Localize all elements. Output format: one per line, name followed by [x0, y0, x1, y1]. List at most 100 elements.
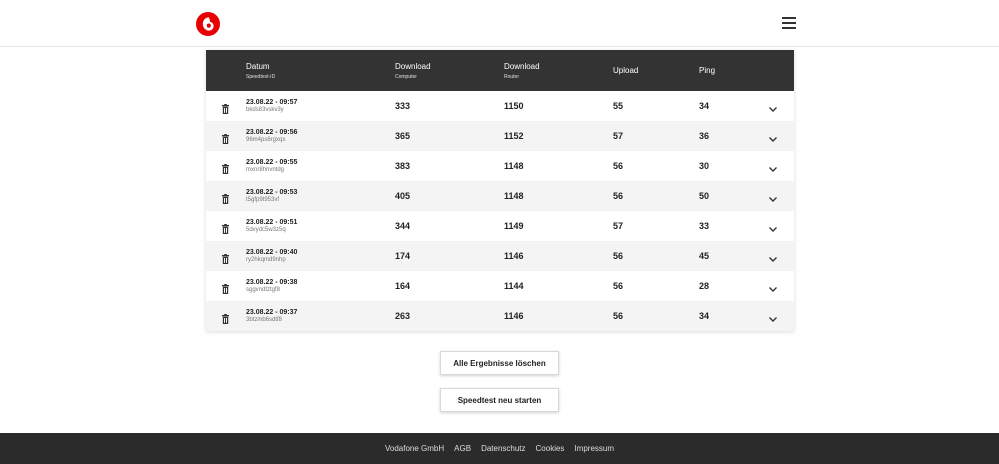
column-header-sublabel: Router: [504, 73, 520, 80]
column-header-sublabel: Speedtest-ID: [246, 73, 276, 80]
time: - 09:55: [273, 159, 298, 166]
date-time: 23.08.22 - 09:56: [246, 129, 297, 136]
date-time: 23.08.22 - 09:37: [246, 309, 297, 316]
upload-value: 56: [613, 161, 624, 171]
speedtest-id: bkds83vskv3y: [246, 107, 284, 113]
upload-value: 56: [613, 251, 624, 261]
date: 23.08.22: [246, 249, 274, 256]
upload-value: 55: [613, 101, 624, 111]
upload-value: 56: [613, 311, 624, 321]
table-row: 23.08.22 - 09:38 sggvndtztgf8 164 1144 5…: [206, 271, 794, 301]
download-router-value: 1148: [504, 161, 524, 171]
trash-icon[interactable]: [222, 281, 229, 294]
download-router-value: 1148: [504, 191, 524, 201]
table-row: 23.08.22 - 09:53 t5gfp9t953vf 405 1148 5…: [206, 181, 794, 211]
trash-icon[interactable]: [222, 101, 229, 114]
speedtest-id: 96m4ps6rgxqx: [246, 137, 286, 143]
delete-all-results-button[interactable]: Alle Ergebnisse löschen: [440, 351, 559, 375]
chevron-down-icon[interactable]: [768, 161, 778, 172]
footer: Vodafone GmbH AGB Datenschutz Cookies Im…: [0, 433, 999, 464]
date-time: 23.08.22 - 09:57: [246, 99, 297, 106]
speedtest-id: 5dvydc5w3z5q: [246, 227, 286, 233]
trash-icon[interactable]: [222, 221, 229, 234]
chevron-down-icon[interactable]: [768, 221, 778, 232]
download-computer-value: 174: [395, 251, 411, 261]
upload-value: 56: [613, 281, 624, 291]
download-router-value: 1146: [504, 311, 524, 321]
trash-icon[interactable]: [222, 251, 229, 264]
top-navigation-bar: [0, 0, 999, 47]
ping-value: 50: [699, 191, 710, 201]
date-time: 23.08.22 - 09:55: [246, 159, 297, 166]
ping-value: 34: [699, 311, 710, 321]
time: - 09:53: [273, 189, 298, 196]
column-header-ping: Ping: [699, 50, 715, 91]
column-header-label: Datum: [246, 61, 270, 71]
column-header-label: Download: [504, 61, 540, 71]
hamburger-menu-icon[interactable]: [782, 17, 796, 29]
date-cell: 23.08.22 - 09:53 t5gfp9t953vf: [246, 181, 297, 211]
speedtest-id: sggvndtztgf8: [246, 287, 281, 293]
date-cell: 23.08.22 - 09:40 ry2hkqmd9nhp: [246, 241, 297, 271]
footer-link-datenschutz[interactable]: Datenschutz: [481, 444, 526, 453]
download-computer-value: 164: [395, 281, 411, 291]
table-row: 23.08.22 - 09:56 96m4ps6rgxqx 365 1152 5…: [206, 121, 794, 151]
table-body: 23.08.22 - 09:57 bkds83vskv3y 333 1150 5…: [206, 91, 794, 331]
ping-value: 33: [699, 221, 710, 231]
speedtest-id: ry2hkqmd9nhp: [246, 257, 286, 263]
speedtest-results-table: Datum Speedtest-ID Download Computer Dow…: [206, 50, 794, 331]
download-router-value: 1152: [504, 131, 524, 141]
download-router-value: 1149: [504, 221, 524, 231]
footer-link-vodafone-gmbh[interactable]: Vodafone GmbH: [385, 444, 445, 453]
table-row: 23.08.22 - 09:40 ry2hkqmd9nhp 174 1146 5…: [206, 241, 794, 271]
date-cell: 23.08.22 - 09:37 3btzmb6sdtf8: [246, 301, 297, 331]
date: 23.08.22: [246, 189, 274, 196]
date: 23.08.22: [246, 219, 274, 226]
date-cell: 23.08.22 - 09:55 mxnr8hnvntdg: [246, 151, 297, 181]
footer-link-agb[interactable]: AGB: [454, 444, 472, 453]
download-router-value: 1146: [504, 251, 524, 261]
trash-icon[interactable]: [222, 191, 229, 204]
ping-value: 28: [699, 281, 710, 291]
ping-value: 36: [699, 131, 710, 141]
chevron-down-icon[interactable]: [768, 311, 778, 322]
speedtest-id: 3btzmb6sdtf8: [246, 317, 283, 323]
time: - 09:40: [273, 249, 298, 256]
chevron-down-icon[interactable]: [768, 251, 778, 262]
upload-value: 57: [613, 131, 624, 141]
upload-value: 56: [613, 191, 624, 201]
trash-icon[interactable]: [222, 311, 229, 324]
chevron-down-icon[interactable]: [768, 131, 778, 142]
ping-value: 45: [699, 251, 710, 261]
download-computer-value: 344: [395, 221, 411, 231]
chevron-down-icon[interactable]: [768, 281, 778, 292]
table-header: Datum Speedtest-ID Download Computer Dow…: [206, 50, 794, 91]
date: 23.08.22: [246, 129, 274, 136]
time: - 09:51: [273, 219, 298, 226]
footer-link-cookies[interactable]: Cookies: [535, 444, 565, 453]
chevron-down-icon[interactable]: [768, 191, 778, 202]
date: 23.08.22: [246, 309, 274, 316]
time: - 09:38: [273, 279, 298, 286]
date-cell: 23.08.22 - 09:51 5dvydc5w3z5q: [246, 211, 297, 241]
footer-link-impressum[interactable]: Impressum: [574, 444, 614, 453]
upload-value: 57: [613, 221, 624, 231]
trash-icon[interactable]: [222, 131, 229, 144]
ping-value: 30: [699, 161, 710, 171]
speedtest-id: t5gfp9t953vf: [246, 197, 280, 203]
date-cell: 23.08.22 - 09:57 bkds83vskv3y: [246, 91, 297, 121]
column-header-date: Datum Speedtest-ID: [246, 50, 275, 91]
download-computer-value: 333: [395, 101, 411, 111]
download-computer-value: 365: [395, 131, 411, 141]
speedtest-id: mxnr8hnvntdg: [246, 167, 285, 173]
download-router-value: 1144: [504, 281, 524, 291]
trash-icon[interactable]: [222, 161, 229, 174]
date-time: 23.08.22 - 09:51: [246, 219, 297, 226]
download-computer-value: 263: [395, 311, 411, 321]
column-header-download-computer: Download Computer: [395, 50, 431, 91]
chevron-down-icon[interactable]: [768, 101, 778, 112]
vodafone-logo[interactable]: [196, 12, 220, 36]
date-cell: 23.08.22 - 09:38 sggvndtztgf8: [246, 271, 297, 301]
restart-speedtest-button[interactable]: Speedtest neu starten: [440, 388, 559, 412]
date-time: 23.08.22 - 09:40: [246, 249, 297, 256]
